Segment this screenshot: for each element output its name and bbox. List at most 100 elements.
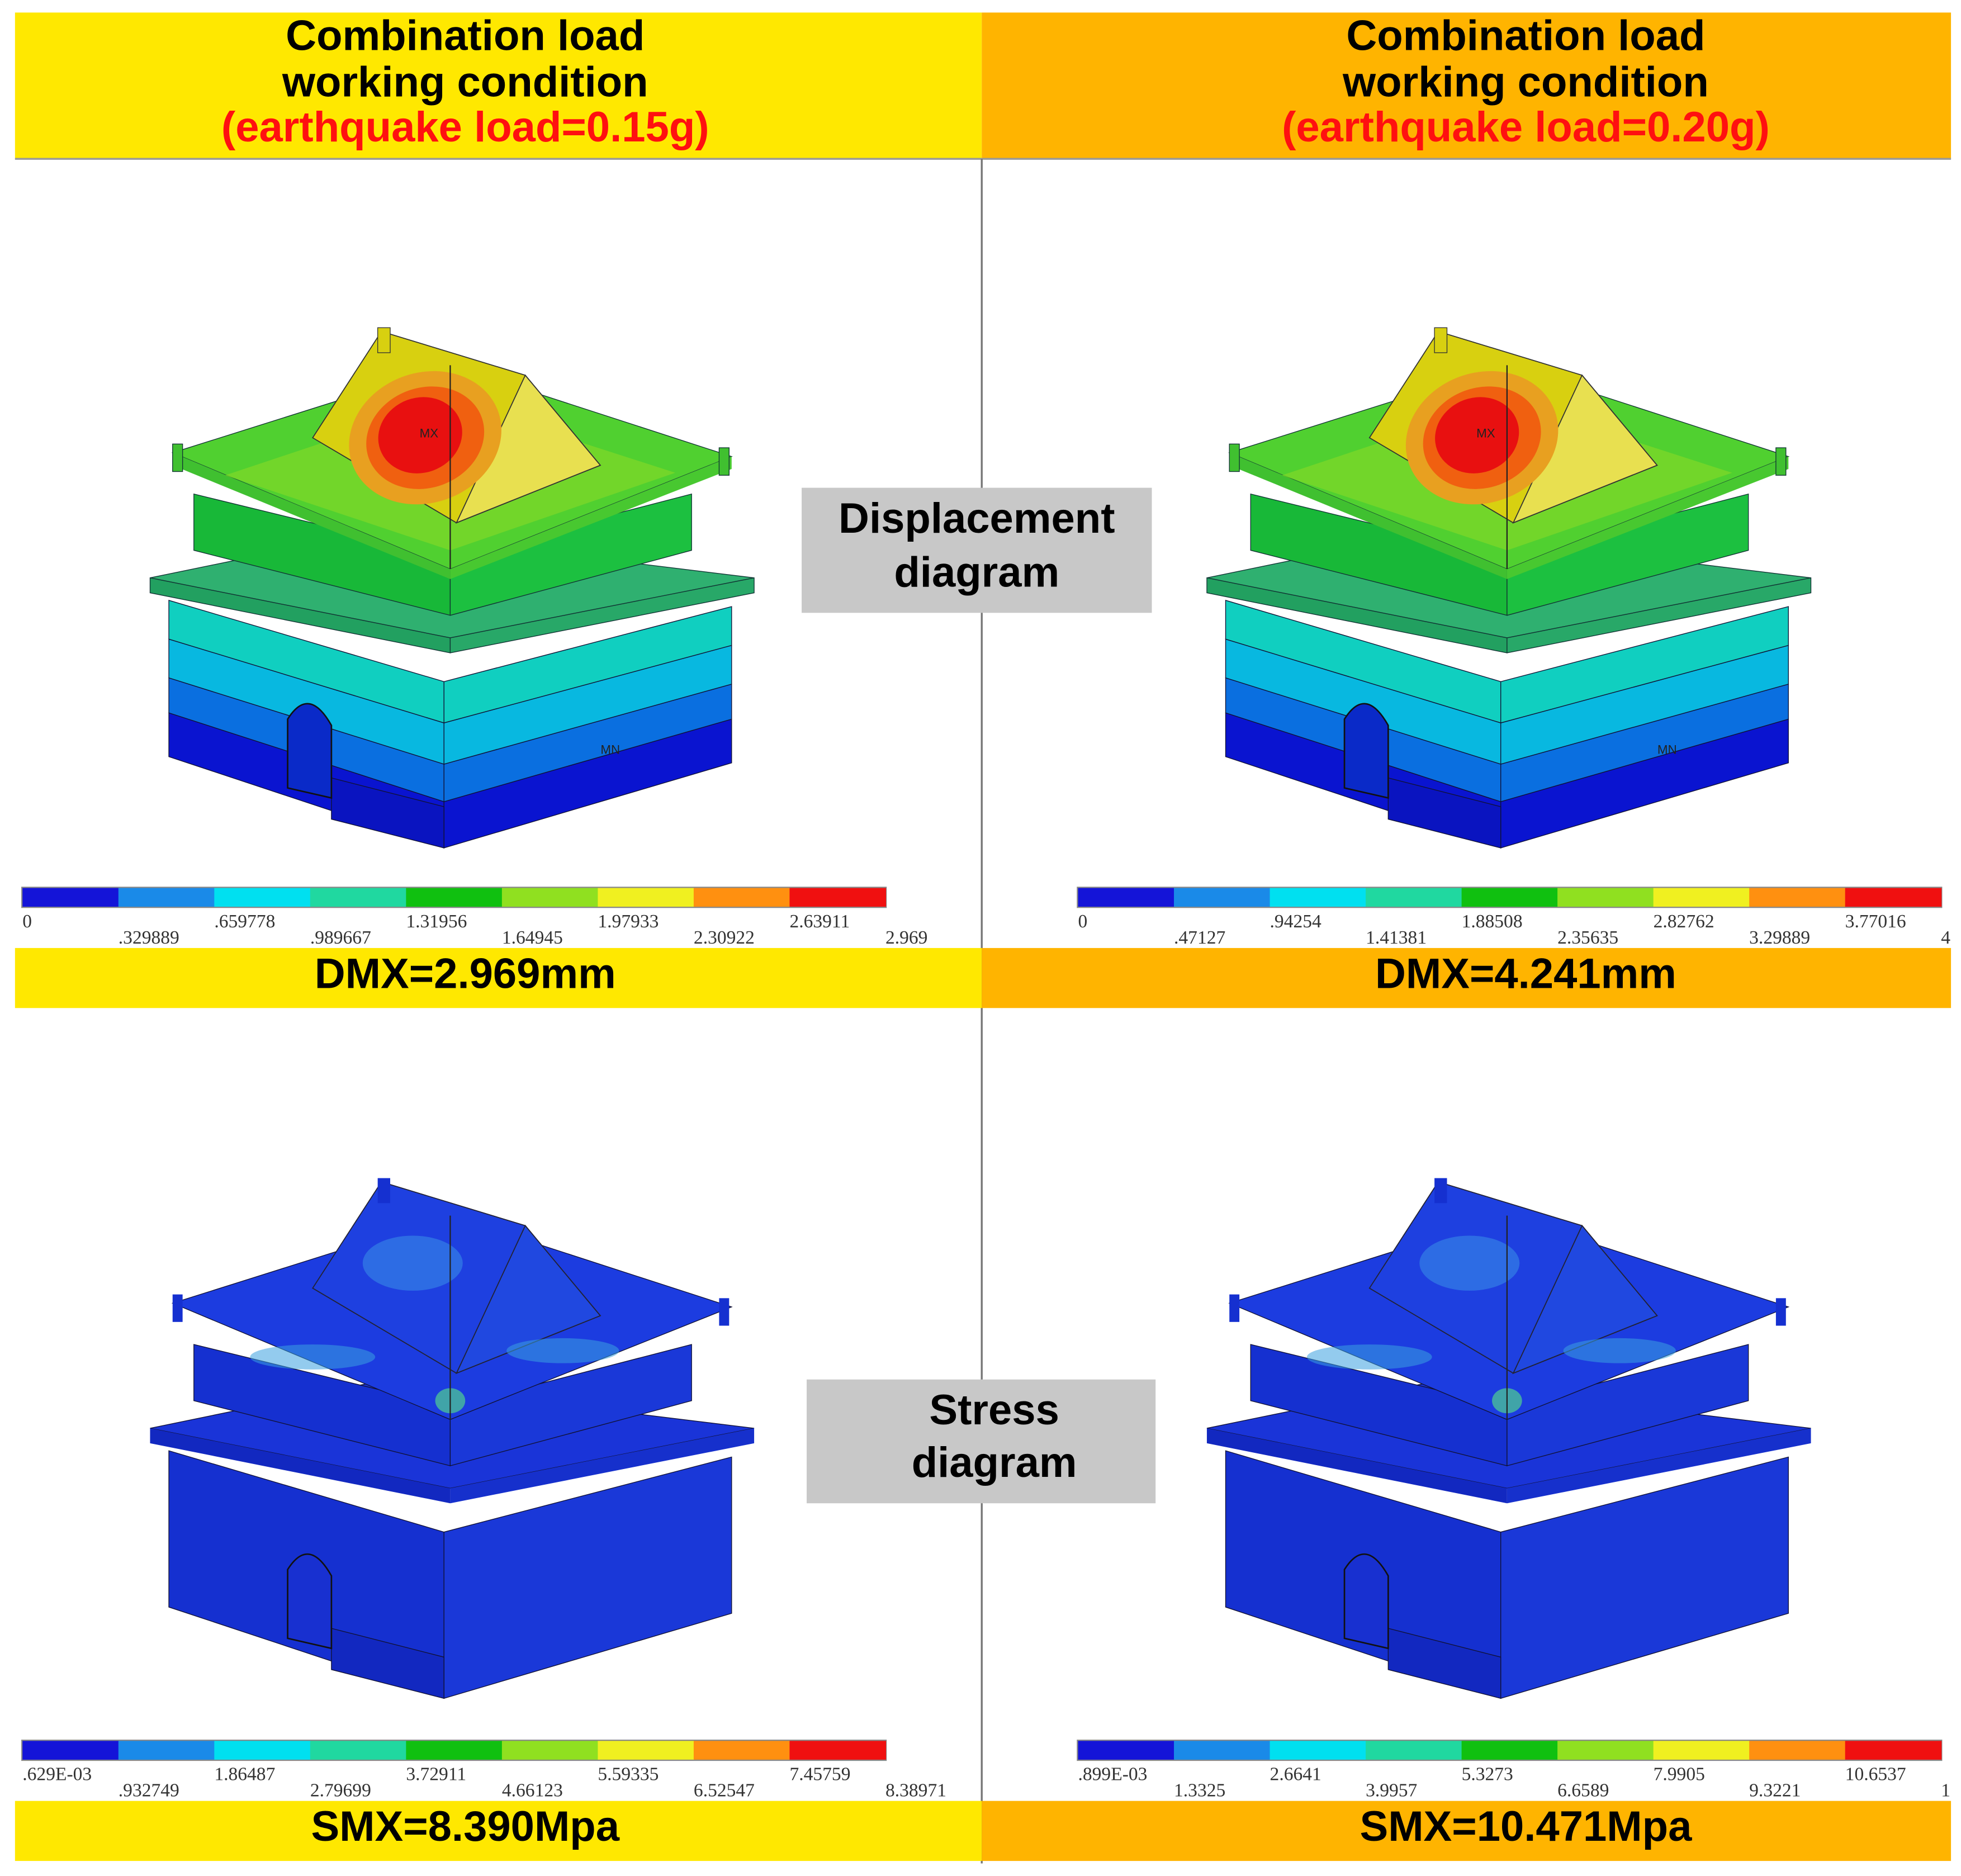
legend-label: 5.59335 xyxy=(598,1764,659,1785)
min-marker: MN xyxy=(600,742,620,756)
label-box xyxy=(807,1379,1156,1504)
header-line: (earthquake load=0.20g) xyxy=(1282,103,1770,151)
legend-label: .629E-03 xyxy=(22,1764,92,1785)
legend-label: 2.30922 xyxy=(694,927,755,948)
colorbar-segment xyxy=(598,1741,695,1760)
legend-label: 3.72911 xyxy=(406,1764,466,1785)
colorbar-segment xyxy=(1174,1741,1271,1760)
result-label: DMX=4.241mm xyxy=(1375,950,1676,997)
legend-label: 3.29889 xyxy=(1749,927,1810,948)
colorbar-segment xyxy=(598,888,695,907)
header-line: Combination load xyxy=(286,12,645,60)
colorbar-segment xyxy=(789,888,887,907)
colorbar-segment xyxy=(693,888,790,907)
colorbar-segment xyxy=(22,888,119,907)
legend-label: 10.6537 xyxy=(1845,1764,1906,1785)
legend-label: 5.3273 xyxy=(1462,1764,1513,1785)
colorbar-segment xyxy=(501,888,599,907)
colorbar-segment xyxy=(1845,1741,1942,1760)
result-label: SMX=8.390Mpa xyxy=(311,1803,619,1850)
colorbar-segment xyxy=(1270,888,1367,907)
header-bar xyxy=(15,12,982,159)
colorbar-segment xyxy=(1749,888,1846,907)
colorbar-segment xyxy=(214,1741,311,1760)
colorbar-segment xyxy=(310,888,407,907)
colorbar-segment xyxy=(1557,888,1654,907)
header-line: (earthquake load=0.15g) xyxy=(221,103,709,151)
colorbar-segment xyxy=(1174,888,1271,907)
colorbar-segment xyxy=(310,1741,407,1760)
legend-label: .47127 xyxy=(1174,927,1225,948)
legend-label: 8.38971 xyxy=(885,1780,946,1801)
colorbar-segment xyxy=(1270,1741,1367,1760)
colorbar-segment xyxy=(693,1741,790,1760)
legend-label: 0 xyxy=(22,911,32,932)
legend-label: 0 xyxy=(1078,911,1088,932)
colorbar-segment xyxy=(406,888,503,907)
result-bar xyxy=(15,1801,982,1861)
legend-label: 1.64945 xyxy=(502,927,563,948)
legend-label: 7.45759 xyxy=(789,1764,850,1785)
legend-label: 1.97933 xyxy=(598,911,659,932)
legend-label: 7.9905 xyxy=(1654,1764,1705,1785)
legend-label: 1.3325 xyxy=(1174,1780,1225,1801)
result-bar xyxy=(982,1801,1951,1861)
label-box xyxy=(802,487,1152,613)
colorbar-segment xyxy=(789,1741,887,1760)
colorbar-segment xyxy=(118,888,215,907)
legend-label: 2.6641 xyxy=(1270,1764,1321,1785)
header-line: working condition xyxy=(282,58,648,106)
max-marker: MX xyxy=(1476,426,1495,440)
colorbar-segment xyxy=(1653,888,1750,907)
legend-label: 2.82762 xyxy=(1654,911,1714,932)
legend-label: 6.6589 xyxy=(1557,1780,1609,1801)
center-label: Displacement xyxy=(839,495,1115,542)
colorbar-segment xyxy=(406,1741,503,1760)
legend-label: .899E-03 xyxy=(1078,1764,1148,1785)
legend-label: 4.66123 xyxy=(502,1780,563,1801)
result-label: DMX=2.969mm xyxy=(315,950,616,997)
colorbar-segment xyxy=(501,1741,599,1760)
legend-label: .989667 xyxy=(310,927,371,948)
colorbar-segment xyxy=(1366,888,1462,907)
header-line: working condition xyxy=(1342,58,1709,106)
legend-label: .94254 xyxy=(1270,911,1321,932)
legend-label: 1.86487 xyxy=(214,1764,275,1785)
header-bar xyxy=(982,12,1951,159)
legend-label: 3.77016 xyxy=(1845,911,1906,932)
legend-label: 1.31956 xyxy=(406,911,467,932)
min-marker: MN xyxy=(1657,742,1677,756)
colorbar-segment xyxy=(1749,1741,1846,1760)
legend-label: 1.41381 xyxy=(1366,927,1427,948)
legend-label: 2.35635 xyxy=(1557,927,1618,948)
legend-label: 9.3221 xyxy=(1749,1780,1801,1801)
header-line: Combination load xyxy=(1346,12,1705,60)
center-label: diagram xyxy=(912,1439,1077,1486)
legend-label: 2.63911 xyxy=(789,911,850,932)
colorbar-segment xyxy=(1845,888,1942,907)
legend-label: .329889 xyxy=(119,927,179,948)
colorbar-segment xyxy=(1653,1741,1750,1760)
legend-label: 1 xyxy=(1941,1780,1950,1801)
legend-label: 3.9957 xyxy=(1366,1780,1417,1801)
center-label: Stress xyxy=(929,1386,1059,1434)
legend-label: .932749 xyxy=(119,1780,179,1801)
result-bar xyxy=(15,948,982,1008)
legend-label: 2.969 xyxy=(885,927,927,948)
legend-label: 1.88508 xyxy=(1462,911,1523,932)
result-bar xyxy=(982,948,1951,1008)
legend-label: 4 xyxy=(1941,927,1950,948)
colorbar-segment xyxy=(1461,1741,1559,1760)
legend-label: 2.79699 xyxy=(310,1780,371,1801)
colorbar-segment xyxy=(22,1741,119,1760)
displacement-model xyxy=(1206,326,1812,849)
max-marker: MX xyxy=(420,426,439,440)
colorbar-segment xyxy=(1461,888,1559,907)
displacement-model xyxy=(149,326,755,849)
colorbar-segment xyxy=(1078,1741,1175,1760)
colorbar-segment xyxy=(1557,1741,1654,1760)
stress-model xyxy=(1206,1177,1812,1699)
result-label: SMX=10.471Mpa xyxy=(1360,1803,1692,1850)
center-label: diagram xyxy=(894,548,1059,596)
